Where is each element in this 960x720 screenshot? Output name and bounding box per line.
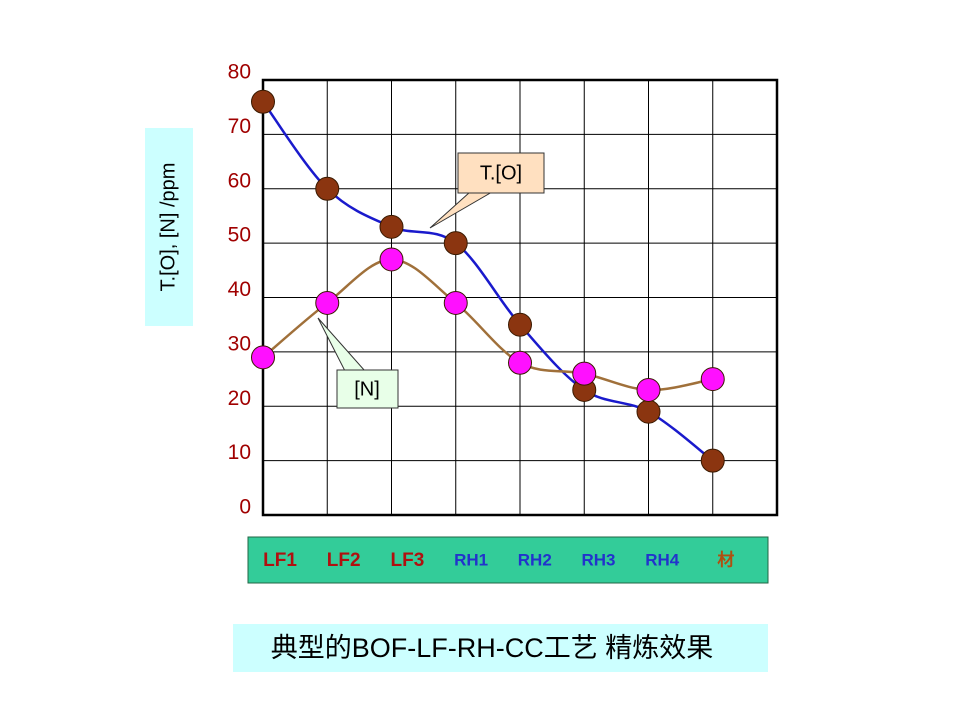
y-tick-label: 0: [239, 496, 251, 519]
y-tick-label: 80: [228, 61, 251, 84]
series-annotation: T.[O]: [480, 162, 522, 184]
annotation-box: [457, 152, 545, 194]
y-tick-label: 70: [228, 115, 251, 138]
data-point: [443, 231, 468, 256]
x-tick-label: RH1: [454, 550, 488, 569]
data-point: [508, 350, 532, 375]
data-point: [636, 399, 661, 424]
y-tick-label: 50: [228, 224, 251, 247]
data-point: [700, 367, 725, 392]
y-tick-label: 10: [228, 441, 251, 464]
data-point: [379, 247, 404, 272]
data-point: [251, 345, 275, 370]
category-box: [247, 536, 769, 584]
y-label-box: [145, 128, 193, 326]
data-point: [572, 361, 597, 386]
x-tick-label: LF1: [263, 550, 297, 571]
data-point: [379, 214, 404, 239]
x-tick-label: LF2: [327, 550, 361, 571]
caption-box: [233, 624, 768, 672]
x-tick-label: 材: [717, 549, 734, 569]
y-tick-label: 60: [228, 169, 251, 192]
y-tick-label: 30: [228, 332, 251, 355]
data-point: [636, 377, 661, 402]
x-tick-label: LF3: [391, 550, 425, 571]
data-point: [315, 176, 340, 201]
data-point: [315, 290, 340, 315]
chart-title: 典型的BOF-LF-RH-CC工艺 精炼效果: [271, 633, 713, 663]
x-tick-label: RH3: [581, 550, 615, 569]
data-point: [508, 312, 532, 337]
x-tick-label: RH2: [518, 550, 552, 569]
annotation-box: [336, 369, 399, 409]
y-tick-label: 20: [228, 387, 251, 410]
y-tick-label: 40: [228, 278, 251, 301]
x-tick-label: RH4: [645, 550, 680, 569]
data-point: [700, 448, 725, 473]
series-annotation: [N]: [354, 378, 380, 400]
plot-area: 0 10 20 30 40 50 60 70 80 LF1 LF2 LF3 RH1 RH2 RH3 RH4 材: [228, 61, 779, 571]
data-point: [251, 89, 275, 114]
plot-border: [261, 78, 779, 517]
y-axis-label: T.[O], [N] /ppm: [157, 163, 179, 292]
data-point: [443, 290, 468, 315]
